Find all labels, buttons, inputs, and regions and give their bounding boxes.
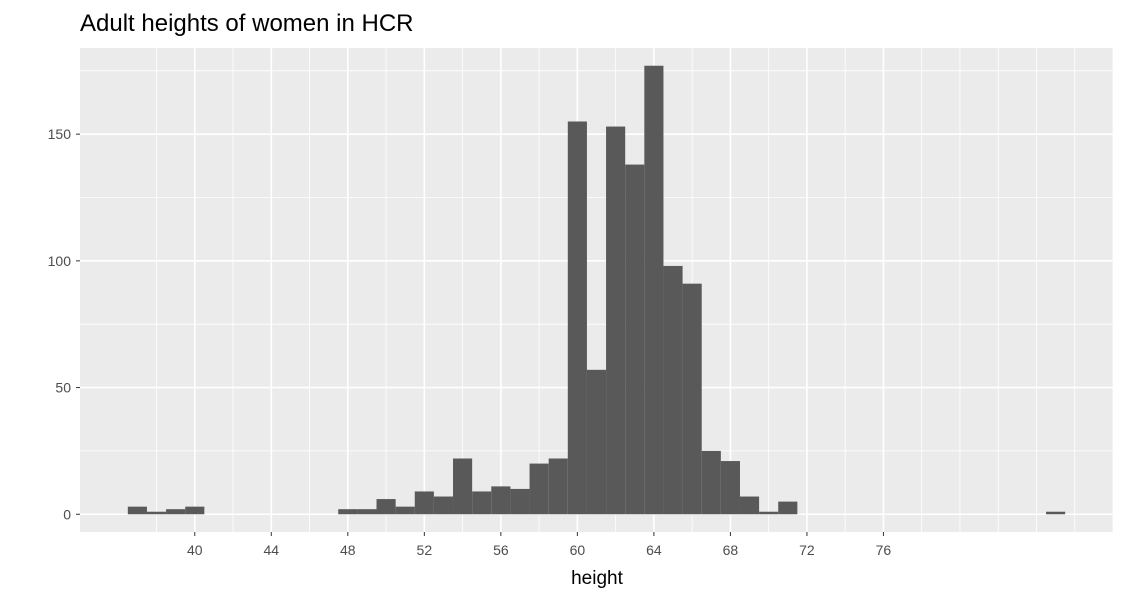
x-tick-label: 72: [799, 542, 815, 558]
histogram-bars: [127, 65, 1066, 515]
histogram-bar: [357, 509, 377, 515]
histogram-bar: [548, 458, 568, 515]
histogram-bar: [739, 496, 760, 515]
x-tick-label: 68: [723, 542, 739, 558]
x-tick-label: 40: [187, 542, 203, 558]
histogram-bar: [606, 126, 626, 515]
histogram-bar: [166, 509, 186, 515]
x-tick-label: 44: [264, 542, 280, 558]
histogram-bar: [510, 488, 530, 515]
histogram-bar: [414, 491, 434, 515]
histogram-bar: [778, 501, 798, 515]
chart-title: Adult heights of women in HCR: [80, 10, 414, 37]
y-tick-label: 0: [63, 506, 71, 522]
histogram-bar: [376, 499, 396, 515]
histogram-bar: [1046, 511, 1066, 515]
histogram-bar: [567, 121, 587, 515]
y-tick-label: 50: [55, 380, 71, 396]
histogram-bar: [625, 164, 645, 515]
x-axis: 40 44 48 52 56 60 64 68 72 76: [187, 532, 891, 558]
histogram-bar: [338, 509, 358, 515]
x-tick-label: 64: [646, 542, 662, 558]
x-tick-label: 56: [493, 542, 509, 558]
histogram-bar: [453, 458, 473, 515]
histogram-bar: [720, 461, 740, 515]
histogram-bar: [395, 506, 415, 515]
histogram-bar: [127, 506, 147, 515]
x-axis-title: height: [571, 568, 623, 589]
histogram-bar: [682, 283, 702, 515]
histogram-bar: [146, 511, 167, 515]
x-tick-label: 76: [876, 542, 892, 558]
histogram-bar: [644, 65, 664, 515]
histogram-bar: [586, 369, 607, 515]
histogram-bar: [701, 450, 721, 515]
x-tick-label: 60: [570, 542, 586, 558]
histogram-bar: [529, 463, 549, 515]
x-tick-label: 48: [340, 542, 356, 558]
y-tick-label: 150: [48, 126, 72, 142]
histogram-bar: [663, 265, 683, 515]
y-axis: 0 50 100 150: [48, 126, 80, 522]
histogram-bar: [185, 506, 205, 515]
histogram-bar: [491, 486, 511, 515]
histogram-bar: [433, 496, 454, 515]
y-tick-label: 100: [48, 253, 72, 269]
histogram-bar: [472, 491, 492, 515]
histogram-bar: [759, 511, 779, 515]
x-tick-label: 52: [417, 542, 433, 558]
